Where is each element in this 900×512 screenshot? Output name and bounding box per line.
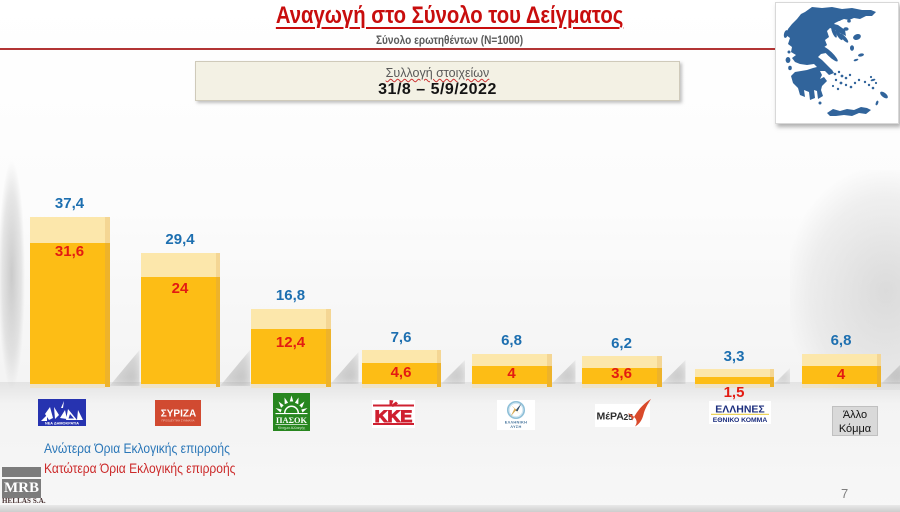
svg-text:25: 25 [624, 412, 634, 422]
svg-text:ΠΑΣΟΚ: ΠΑΣΟΚ [276, 416, 308, 425]
svg-text:ΣΥΡΙΖΑ: ΣΥΡΙΖΑ [161, 409, 196, 420]
svg-text:ΕΛΛΗΝΙΚΗ: ΕΛΛΗΝΙΚΗ [505, 420, 528, 425]
svg-text:ΕΛΛΗΝΕΣ: ΕΛΛΗΝΕΣ [715, 404, 764, 416]
svg-text:ΜέΡΑ: ΜέΡΑ [597, 411, 625, 423]
svg-text:ΠΡΟΟΔΕΥΤΙΚΗ ΣΥΜΜΑΧΙΑ: ΠΡΟΟΔΕΥΤΙΚΗ ΣΥΜΜΑΧΙΑ [162, 419, 195, 423]
svg-text:ΝΕΑ ΔΗΜΟΚΡΑΤΙΑ: ΝΕΑ ΔΗΜΟΚΡΑΤΙΑ [45, 422, 79, 426]
svg-text:ΕΘΝΙΚΟ ΚΟΜΜΑ: ΕΘΝΙΚΟ ΚΟΜΜΑ [713, 417, 768, 424]
svg-text:KKE: KKE [375, 407, 413, 426]
svg-text:ΛΥΣΗ: ΛΥΣΗ [510, 424, 521, 429]
svg-text:Κίνημα Αλλαγής: Κίνημα Αλλαγής [278, 425, 306, 430]
